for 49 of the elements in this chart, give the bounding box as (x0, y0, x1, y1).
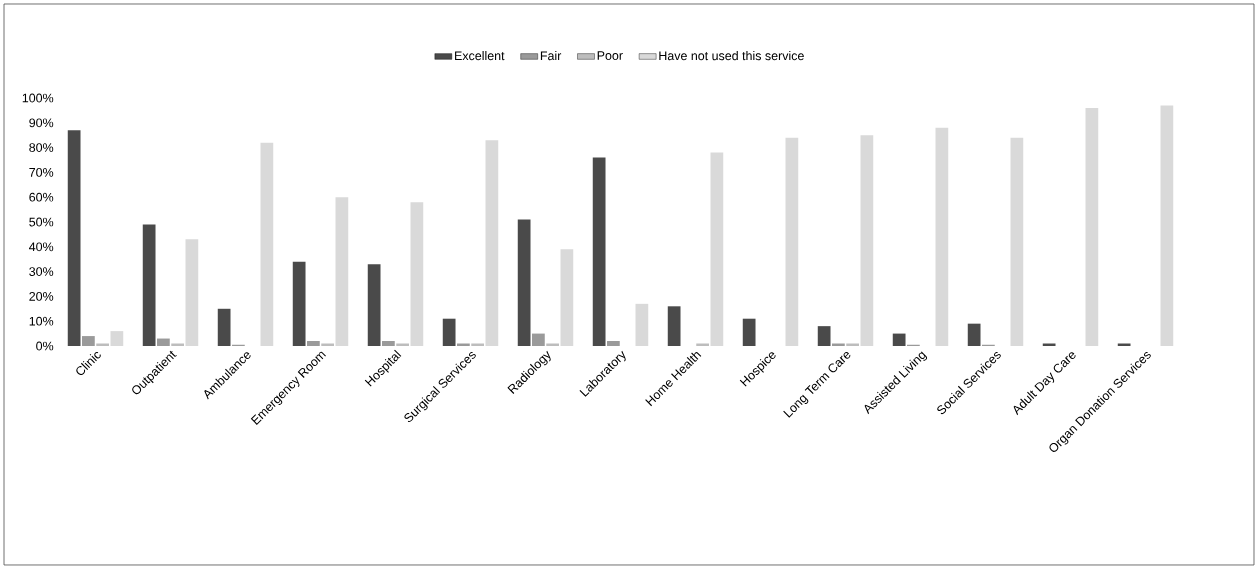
bar (292, 261, 306, 346)
bar (817, 326, 831, 346)
y-tick-label: 80% (29, 143, 54, 152)
y-tick-label: 100% (22, 93, 54, 103)
bar (367, 264, 381, 346)
bar (142, 224, 156, 346)
bar (1085, 107, 1099, 346)
bar (742, 318, 756, 346)
bar (442, 318, 456, 346)
bar (485, 140, 499, 346)
bar (157, 338, 170, 346)
bar (410, 202, 424, 346)
bar (635, 303, 649, 346)
bar (1010, 137, 1024, 346)
y-tick-label: 30% (29, 267, 54, 276)
bar (260, 142, 274, 346)
legend-label: Fair (540, 51, 562, 61)
bar (185, 239, 199, 346)
y-tick-label: 70% (29, 167, 54, 177)
bar (967, 323, 981, 346)
bar (82, 336, 95, 346)
bar (67, 130, 81, 346)
y-tick-label: 10% (29, 316, 54, 326)
bar (110, 331, 124, 346)
bar (307, 341, 320, 346)
bar (592, 157, 606, 346)
bar (607, 341, 620, 346)
legend-label: Excellent (455, 51, 505, 61)
bar (935, 127, 949, 346)
bar (710, 152, 724, 346)
bar (892, 333, 906, 346)
bar (667, 306, 681, 346)
y-tick-label: 60% (29, 192, 54, 202)
bar (517, 219, 531, 346)
bar (560, 249, 574, 346)
bar (1160, 105, 1174, 346)
y-tick-label: 0% (36, 341, 54, 351)
y-tick-label: 40% (29, 242, 54, 252)
legend-label: Have not used this service (659, 51, 804, 61)
bar (860, 135, 874, 346)
y-tick-label: 90% (29, 118, 54, 128)
bar (335, 197, 349, 346)
y-tick-label: 50% (29, 217, 54, 227)
y-tick-label: 20% (29, 291, 54, 301)
bar (532, 333, 545, 346)
legend-label: Poor (597, 51, 623, 60)
bar (785, 137, 799, 346)
bar (217, 308, 231, 346)
bar (382, 341, 395, 346)
